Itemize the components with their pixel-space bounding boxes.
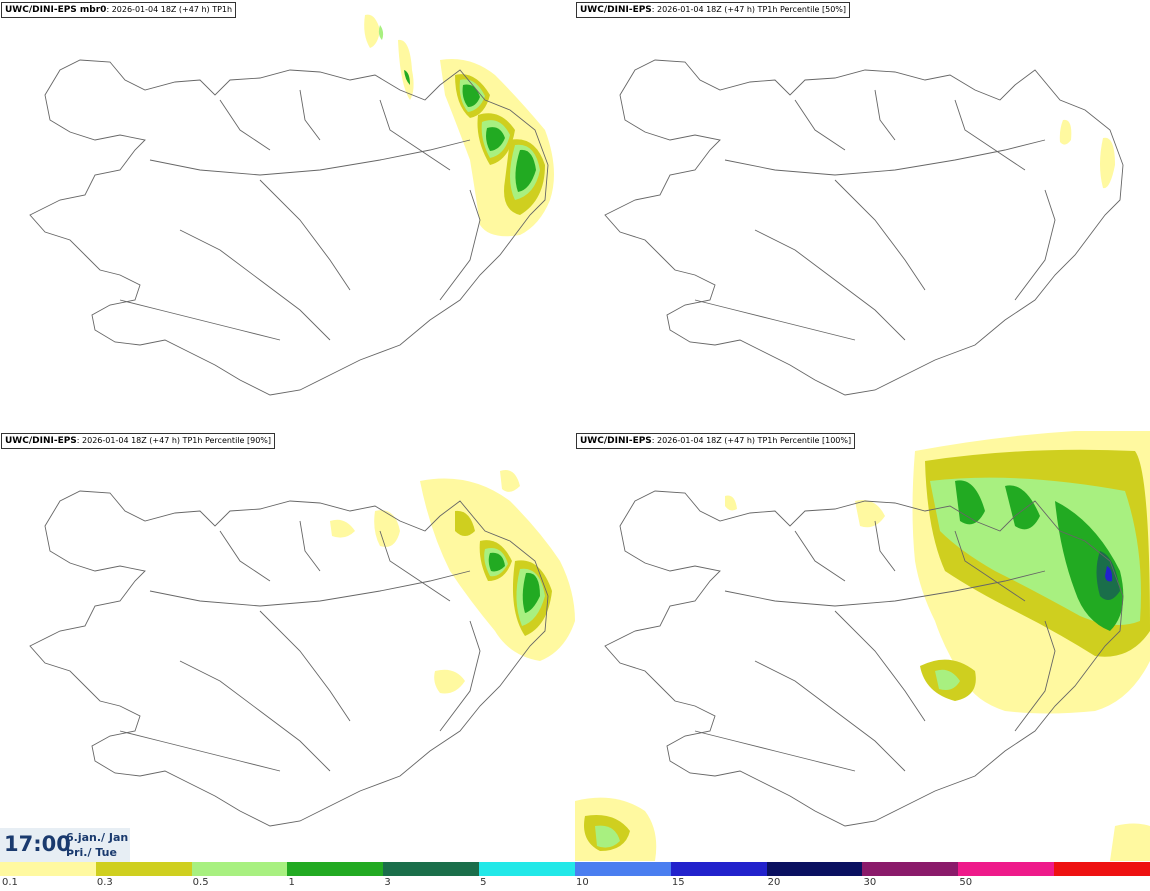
legend-label: 0.1 xyxy=(2,877,18,888)
colour-scale-legend xyxy=(0,862,1150,876)
legend-label: 1 xyxy=(288,877,295,888)
legend-label: 3 xyxy=(384,877,391,888)
legend-label: 20 xyxy=(767,877,781,888)
panel-title: UWC/DINI-EPS: 2026-01-04 18Z (+47 h) TP1… xyxy=(1,433,276,449)
legend-label: 10 xyxy=(576,877,589,888)
map-panel-p100: UWC/DINI-EPS: 2026-01-04 18Z (+47 h) TP1… xyxy=(575,431,1150,861)
legend-label: 5 xyxy=(480,877,487,888)
colour-scale-labels: 0.1 0.3 0.5 1 3 5 10 15 20 30 50 xyxy=(0,877,1150,891)
map-panel-p50: UWC/DINI-EPS: 2026-01-04 18Z (+47 h) TP1… xyxy=(575,0,1150,430)
legend-swatch xyxy=(0,862,96,876)
iceland-map xyxy=(29,470,575,827)
panel-title: UWC/DINI-EPS: 2026-01-04 18Z (+47 h) TP1… xyxy=(576,2,851,18)
legend-label: 0.3 xyxy=(96,877,113,888)
iceland-map xyxy=(604,59,1124,396)
legend-swatch xyxy=(862,862,959,876)
precip-field xyxy=(1059,119,1115,189)
legend-swatch xyxy=(574,862,671,876)
valid-date-line2: Þri./ Tue xyxy=(66,846,117,859)
valid-time-box: 17:00 6.jan./ Jan Þri./ Tue xyxy=(0,828,130,862)
iceland-map xyxy=(29,14,554,396)
legend-swatch xyxy=(287,862,384,876)
coastline xyxy=(604,490,1124,827)
iceland-map xyxy=(575,431,1150,861)
legend-label: 0.5 xyxy=(192,877,209,888)
legend-swatch xyxy=(383,862,480,876)
coastline xyxy=(604,59,1124,396)
precip-field xyxy=(364,14,554,237)
map-panel-mbr0: UWC/DINI-EPS mbr0: 2026-01-04 18Z (+47 h… xyxy=(0,0,575,430)
valid-date-line1: 6.jan./ Jan xyxy=(66,831,129,844)
precip-field xyxy=(330,470,575,694)
coastline xyxy=(29,490,549,827)
legend-swatch xyxy=(95,862,192,876)
legend-swatch xyxy=(191,862,288,876)
legend-label: 30 xyxy=(863,877,877,888)
legend-swatch xyxy=(958,862,1055,876)
legend-swatch xyxy=(479,862,575,876)
legend-label: 15 xyxy=(671,877,685,888)
map-panel-p90: UWC/DINI-EPS: 2026-01-04 18Z (+47 h) TP1… xyxy=(0,431,575,861)
legend-swatch xyxy=(1054,862,1150,876)
legend-label: 50 xyxy=(959,877,973,888)
valid-time: 17:00 xyxy=(4,832,71,856)
precip-field xyxy=(575,431,1150,861)
coastline xyxy=(29,59,549,396)
legend-swatch xyxy=(670,862,767,876)
legend-swatch xyxy=(766,862,863,876)
panel-title: UWC/DINI-EPS: 2026-01-04 18Z (+47 h) TP1… xyxy=(576,433,856,449)
panel-title: UWC/DINI-EPS mbr0: 2026-01-04 18Z (+47 h… xyxy=(1,2,237,18)
